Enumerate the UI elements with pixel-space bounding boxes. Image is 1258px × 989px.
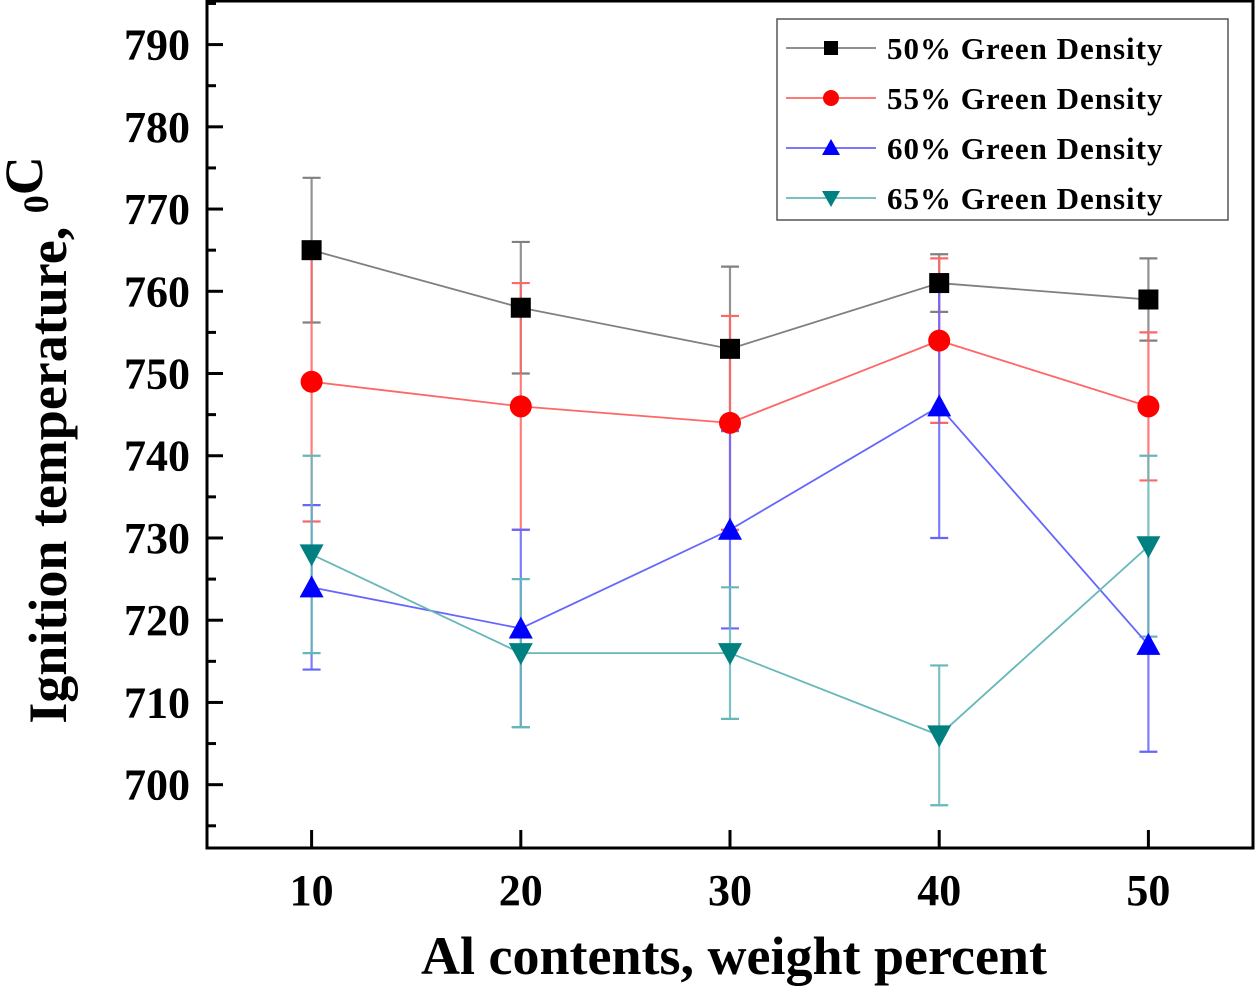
series-60-point (1136, 632, 1161, 655)
legend-marker-series-50 (824, 41, 838, 55)
legend-label-series-55: 55% Green Density (887, 81, 1163, 116)
series-50-point (929, 273, 950, 294)
x-tick-label: 40 (917, 866, 961, 915)
y-tick-label: 700 (124, 761, 190, 810)
series-50-point (1138, 289, 1159, 310)
y-tick-label: 760 (124, 267, 190, 316)
series-50-point (510, 297, 531, 318)
legend: 50% Green Density 55% Green Density 60% Gr… (776, 18, 1229, 221)
series-50-point (720, 338, 740, 359)
series-55-point (509, 395, 532, 418)
legend-label-series-50: 50% Green Density (887, 31, 1163, 66)
series-55-point (928, 329, 951, 352)
series-65-point (927, 725, 952, 748)
x-tick-label: 20 (499, 866, 543, 915)
y-tick-label: 740 (124, 432, 190, 481)
y-axis-title: Ignition temperature, 0C (0, 156, 78, 723)
series-65-point (1136, 536, 1161, 559)
series-65-point (299, 544, 324, 567)
series-55-point (300, 370, 323, 393)
y-tick-label: 720 (124, 596, 190, 645)
series-60-point (508, 616, 533, 639)
series-55-point (1137, 395, 1160, 418)
series-markers (299, 240, 1161, 748)
legend-label-series-60: 60% Green Density (887, 131, 1163, 166)
series-60-point (927, 394, 952, 417)
legend-box (776, 18, 1229, 221)
y-tick-label: 710 (124, 678, 190, 727)
x-axis-title: Al contents, weight percent (421, 926, 1047, 986)
legend-marker-series-55 (823, 90, 839, 106)
series-65-point (508, 643, 533, 666)
x-tick-label: 30 (708, 866, 752, 915)
series-65-point (718, 643, 742, 666)
y-tick-label: 770 (124, 185, 190, 234)
series-60-point (718, 517, 742, 540)
legend-label-series-65: 65% Green Density (887, 181, 1163, 216)
y-axis-title-main: Ignition temperature, (18, 213, 78, 723)
y-axis-unit-superscript: 0 (16, 195, 56, 213)
x-tick-label: 50 (1126, 866, 1170, 915)
x-tick-label: 10 (290, 866, 334, 915)
series-50-point (301, 240, 322, 261)
series-60-point (299, 575, 324, 598)
legend-marker-series-60 (822, 139, 840, 155)
y-tick-label: 790 (124, 21, 190, 70)
error-bars (302, 176, 1158, 807)
y-tick-label: 730 (124, 514, 190, 563)
y-tick-label: 780 (124, 103, 190, 152)
y-tick-label: 750 (124, 350, 190, 399)
series-55-point (719, 411, 741, 434)
axis-ticks: 700 710 720 730 740 750 760 770 780 790 10 20 30 40 50 (124, 1, 1170, 915)
legend-marker-series-65 (822, 191, 840, 207)
y-axis-unit: C (0, 156, 54, 195)
plot-frame (205, 0, 1255, 850)
